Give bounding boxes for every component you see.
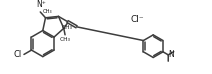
Text: N⁺: N⁺ <box>36 0 46 9</box>
Text: CH₃: CH₃ <box>62 25 73 30</box>
Text: CH₃: CH₃ <box>60 37 71 42</box>
Text: Cl⁻: Cl⁻ <box>131 15 144 24</box>
Text: Cl: Cl <box>14 50 22 59</box>
Text: N: N <box>169 50 174 59</box>
Text: CH₃: CH₃ <box>43 9 53 14</box>
